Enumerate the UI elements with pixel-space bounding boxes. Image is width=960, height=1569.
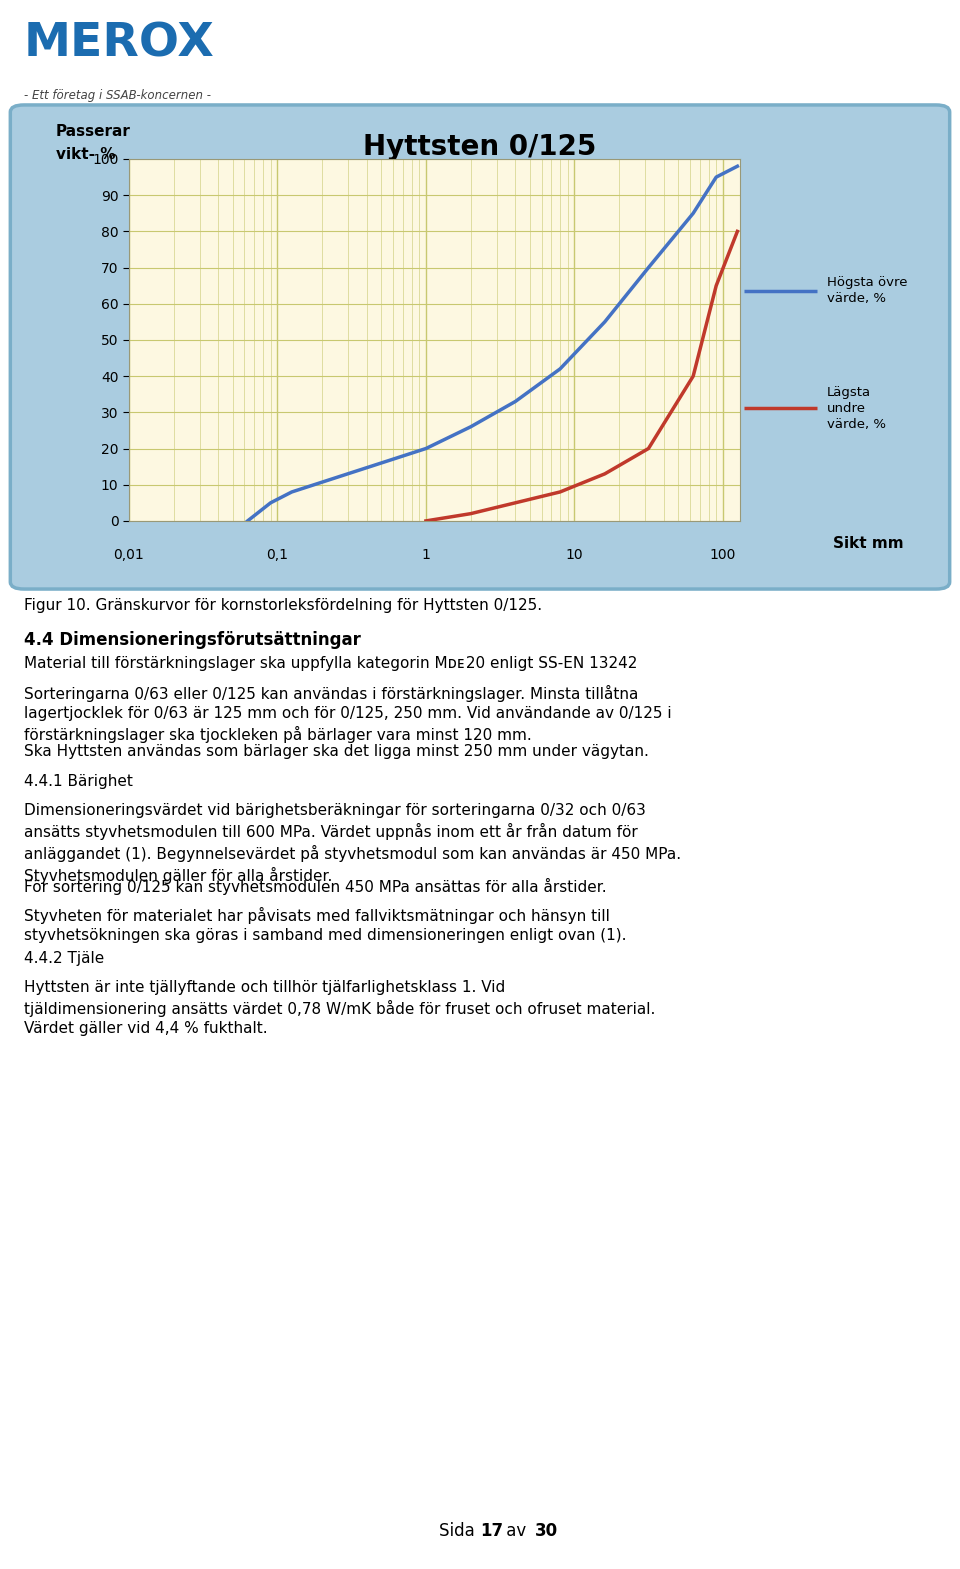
Text: 100: 100 — [709, 548, 736, 562]
Text: 17: 17 — [480, 1522, 503, 1541]
Text: 0,1: 0,1 — [267, 548, 288, 562]
Text: Ska Hyttsten användas som bärlager ska det ligga minst 250 mm under vägytan.: Ska Hyttsten användas som bärlager ska d… — [24, 744, 649, 759]
Text: 4.4 Dimensioneringsförutsättningar: 4.4 Dimensioneringsförutsättningar — [24, 631, 361, 650]
FancyBboxPatch shape — [11, 105, 949, 588]
Text: 4.4.1 Bärighet: 4.4.1 Bärighet — [24, 774, 132, 789]
Text: Hyttsten är inte tjällyftande och tillhör tjälfarlighetsklass 1. Vid
tjäldimensi: Hyttsten är inte tjällyftande och tillhö… — [24, 981, 656, 1037]
Text: 0,01: 0,01 — [113, 548, 144, 562]
Text: MEROX: MEROX — [24, 22, 215, 67]
Text: För sortering 0/125 kan styvhetsmodulen 450 MPa ansättas för alla årstider.: För sortering 0/125 kan styvhetsmodulen … — [24, 877, 607, 894]
Text: 1: 1 — [421, 548, 430, 562]
Text: Figur 10. Gränskurvor för kornstorleksfördelning för Hyttsten 0/125.: Figur 10. Gränskurvor för kornstorleksfö… — [24, 598, 542, 613]
Text: 4.4.2 Tjäle: 4.4.2 Tjäle — [24, 951, 105, 967]
Text: 10: 10 — [565, 548, 584, 562]
Text: Dimensioneringsvärdet vid bärighetsberäkningar för sorteringarna 0/32 och 0/63
a: Dimensioneringsvärdet vid bärighetsberäk… — [24, 803, 682, 883]
Text: av: av — [501, 1522, 532, 1541]
Text: 30: 30 — [535, 1522, 558, 1541]
Text: Sikt mm: Sikt mm — [833, 537, 904, 551]
Text: Sorteringarna 0/63 eller 0/125 kan användas i förstärkningslager. Minsta tillåtn: Sorteringarna 0/63 eller 0/125 kan använ… — [24, 686, 672, 744]
Text: - Ett företag i SSAB-koncernen -: - Ett företag i SSAB-koncernen - — [24, 89, 211, 102]
Text: Material till förstärkningslager ska uppfylla kategorin Mᴅᴇ 20 enligt SS-EN 1324: Material till förstärkningslager ska upp… — [24, 656, 637, 670]
Text: Passerar: Passerar — [56, 124, 131, 138]
Text: vikt- %: vikt- % — [56, 147, 115, 162]
Text: Lägsta
undre
värde, %: Lägsta undre värde, % — [827, 386, 885, 430]
Text: Hyttsten 0/125: Hyttsten 0/125 — [363, 133, 597, 162]
Text: Styvheten för materialet har påvisats med fallviktsmätningar och hänsyn till
sty: Styvheten för materialet har påvisats me… — [24, 907, 627, 943]
Text: Högsta övre
värde, %: Högsta övre värde, % — [827, 276, 907, 304]
Text: Sida: Sida — [439, 1522, 480, 1541]
